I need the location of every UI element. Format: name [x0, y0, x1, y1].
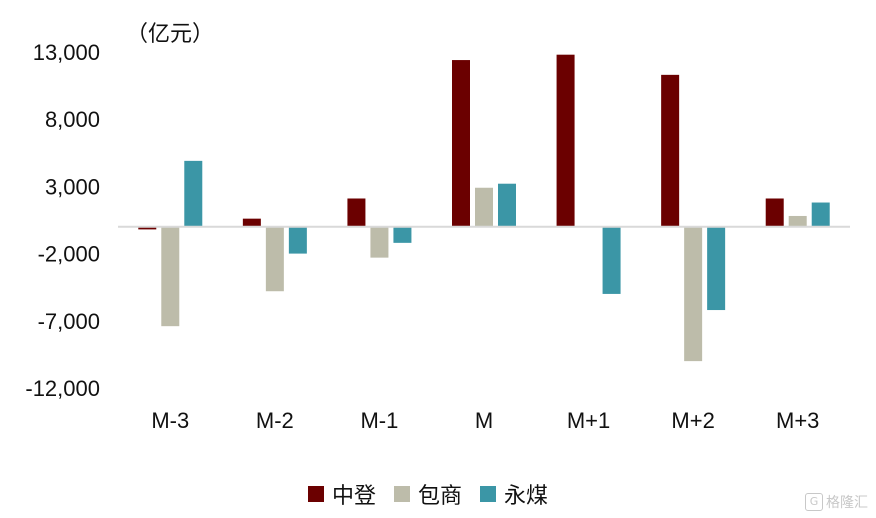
watermark-text: 格隆汇: [826, 495, 868, 511]
legend-item-1: 中登: [308, 478, 376, 510]
bar-M-1-包商: [370, 226, 389, 258]
bar-M-2-永煤: [288, 226, 307, 254]
legend-label-1: 中登: [332, 484, 377, 509]
x-tick-label: M: [475, 408, 493, 433]
y-tick-label: 8,000: [45, 107, 100, 132]
legend-label-3: 永煤: [504, 484, 549, 509]
bar-M-3-永煤: [184, 160, 203, 227]
bar-M-2-包商: [265, 226, 284, 292]
x-tick-label: M-3: [151, 408, 189, 433]
bar-M-中登: [452, 60, 470, 227]
bar-M-包商: [475, 187, 493, 227]
legend-swatch-2: [394, 486, 411, 502]
bar-M-3-中登: [138, 226, 157, 230]
logo-icon: G: [805, 493, 823, 511]
legend-item-2: 包商: [394, 478, 462, 510]
y-tick-label: 3,000: [45, 174, 100, 199]
x-tick-label: M+1: [567, 408, 610, 433]
unit-label: （亿元）: [126, 22, 215, 47]
bar-M+3-包商: [788, 215, 807, 227]
y-tick-label: -7,000: [38, 309, 100, 334]
legend-swatch-3: [480, 486, 497, 502]
bar-M+2-永煤: [707, 226, 726, 311]
x-tick-label: M+2: [671, 408, 714, 433]
legend-item-3: 永煤: [480, 478, 548, 510]
bar-M+2-中登: [661, 74, 680, 227]
y-tick-label: -2,000: [38, 242, 100, 267]
bar-M-1-永煤: [393, 226, 412, 243]
bar-M+2-包商: [684, 226, 703, 362]
bar-M-永煤: [498, 183, 516, 227]
bar-M-1-中登: [347, 198, 366, 227]
bar-M+1-中登: [556, 54, 575, 227]
bar-chart: 13,000 8,000 3,000 -2,000 -7,000 -12,000 M-3 M-…: [25, 40, 850, 433]
legend-label-2: 包商: [418, 484, 463, 509]
bar-M+1-永煤: [602, 226, 621, 294]
x-tick-label: M-1: [360, 408, 398, 433]
watermark: G 格隆汇: [805, 492, 868, 512]
legend: 中登 包商 永煤: [308, 478, 566, 510]
bar-M+3-中登: [765, 198, 784, 227]
bar-M-2-中登: [242, 218, 261, 227]
legend-swatch-1: [308, 486, 324, 502]
bar-M+3-永煤: [811, 202, 830, 227]
bar-M-3-包商: [161, 226, 180, 327]
y-tick-label: -12,000: [25, 376, 100, 401]
x-tick-label: M-2: [256, 408, 294, 433]
y-tick-label: 13,000: [33, 40, 100, 65]
x-tick-label: M+3: [776, 408, 819, 433]
